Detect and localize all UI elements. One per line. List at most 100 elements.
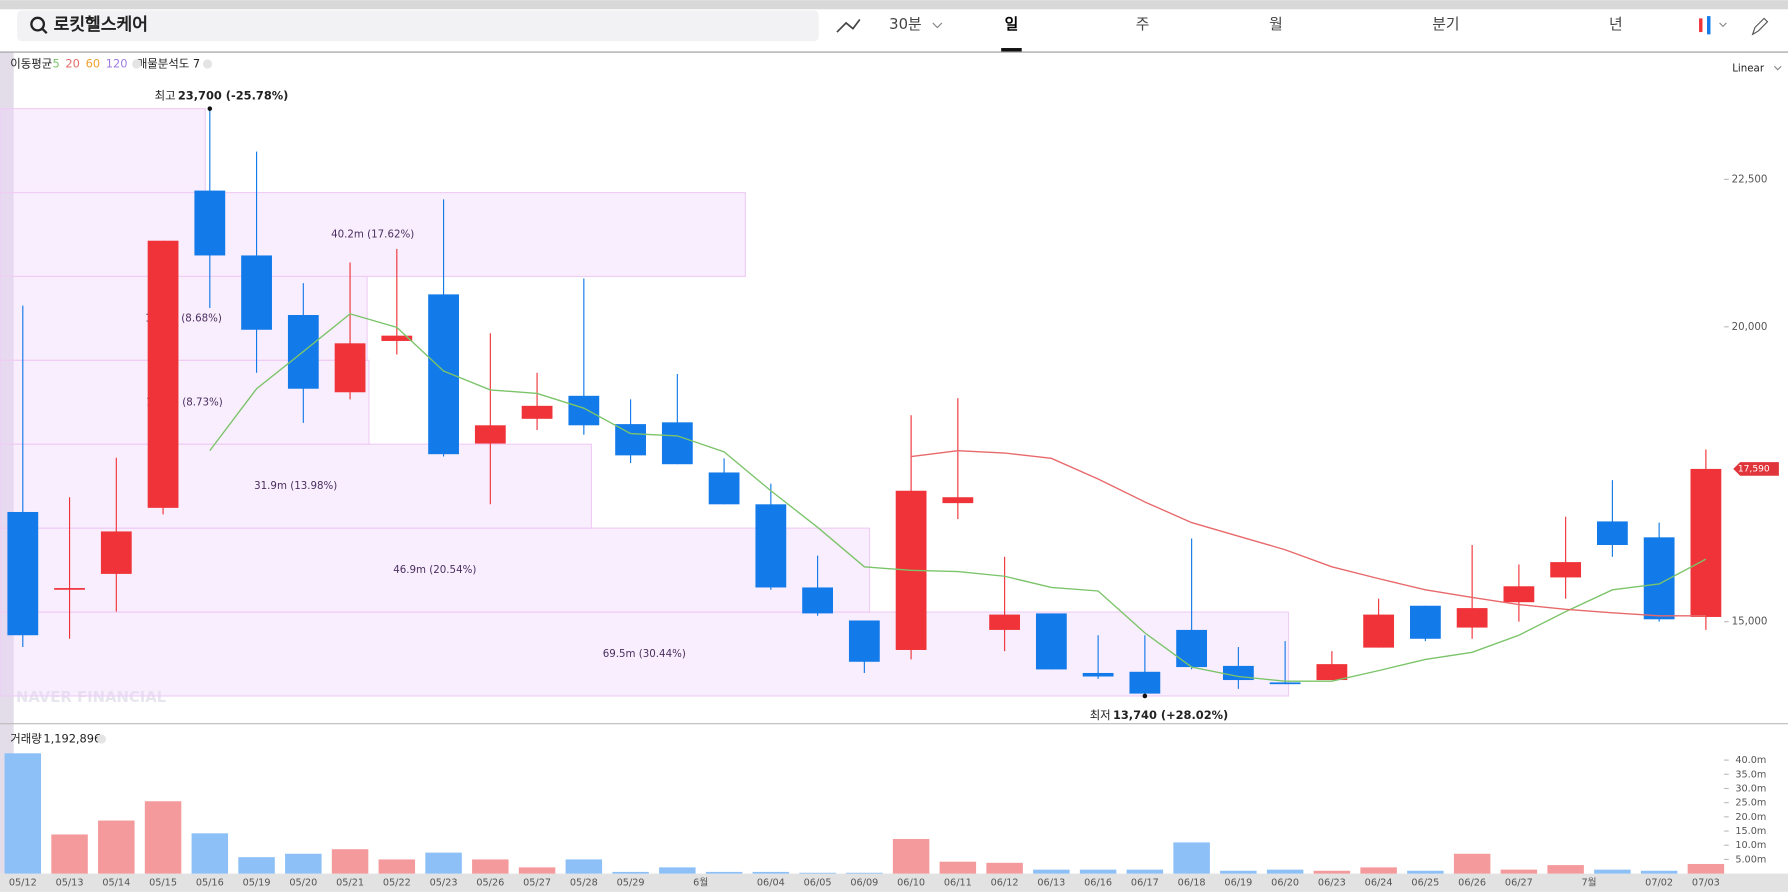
volume-bar — [846, 872, 883, 874]
candle-body — [521, 405, 553, 419]
x-tick-label: 06/11 — [944, 878, 972, 889]
chart-type-icon[interactable] — [1707, 16, 1711, 35]
y-tick-label: 15,000 — [1732, 616, 1768, 628]
tab[interactable]: 년 — [1609, 16, 1623, 33]
x-tick-label: 05/28 — [570, 878, 598, 889]
volume-bar — [752, 871, 790, 874]
volume-label: 거래량 — [10, 732, 42, 746]
candle-body — [755, 504, 787, 588]
close-icon[interactable] — [132, 59, 142, 69]
legend-entry: 120 — [106, 56, 128, 70]
tab[interactable]: 주 — [1136, 16, 1150, 33]
ma-line — [209, 313, 1707, 682]
search-text[interactable]: 로킷헬스케어 — [54, 14, 148, 35]
x-tick-label: 05/14 — [102, 878, 130, 889]
x-tick-label: 06/10 — [897, 878, 925, 889]
profile-label: 매물분석도 7 — [137, 56, 200, 70]
candle-body — [568, 395, 600, 426]
vol-y-tick-label: 5.00m — [1735, 854, 1766, 865]
x-tick-label: 05/13 — [56, 878, 84, 889]
x-tick-label: 06/27 — [1505, 878, 1533, 889]
candle-body — [802, 587, 833, 614]
volume-bar — [1126, 869, 1164, 874]
volume-bar — [799, 872, 836, 874]
close-icon[interactable] — [202, 59, 213, 69]
volume-bar — [331, 849, 369, 874]
candle-body — [1503, 586, 1535, 603]
x-tick-label: 06/04 — [757, 878, 785, 889]
tab[interactable]: 30분 — [889, 16, 921, 33]
vol-y-tick-label: 10.0m — [1735, 840, 1766, 851]
last-price-tag — [1733, 462, 1779, 476]
volume-bar — [51, 834, 88, 874]
candle-body — [1129, 671, 1161, 694]
candle-body — [1316, 664, 1348, 681]
x-tick-label: 06/25 — [1411, 878, 1439, 889]
volume-bar — [425, 852, 462, 874]
low-marker — [1142, 693, 1148, 699]
volume-bar — [518, 867, 556, 874]
chart-type-icon[interactable] — [1699, 18, 1703, 33]
legend-entry: 20 — [65, 56, 80, 70]
candle-body — [241, 255, 272, 330]
vol-y-tick-label: 30.0m — [1735, 783, 1766, 794]
tab[interactable]: 월 — [1269, 16, 1283, 33]
candle-body — [381, 335, 413, 341]
low-note: 13,740 (+28.02%) — [1113, 708, 1228, 722]
x-tick-label: 05/22 — [383, 878, 411, 889]
candle-body — [1550, 562, 1582, 578]
search-box[interactable] — [17, 10, 819, 42]
y-tick-label: 22,500 — [1732, 173, 1768, 185]
x-tick-label: 05/23 — [430, 878, 458, 889]
profile-label: 40.2m (17.62%) — [331, 228, 414, 240]
volume-bar — [191, 833, 229, 874]
draw-icon[interactable] — [1751, 17, 1769, 36]
volume-bar — [1313, 870, 1351, 874]
volume-bar — [659, 867, 696, 874]
scale-toggle[interactable]: Linear — [1732, 63, 1765, 75]
candle-body — [474, 425, 506, 444]
ma-line — [911, 449, 1706, 617]
candle-body — [615, 424, 646, 456]
candle-body — [54, 588, 85, 590]
legend-entry: 5 — [52, 56, 59, 70]
watermark: NAVER FINANCIAL — [16, 689, 167, 706]
x-tick-label: 06/26 — [1458, 878, 1486, 889]
indicator-icon[interactable] — [836, 19, 861, 33]
candle-body — [1222, 665, 1254, 681]
x-tick-label: 05/27 — [523, 878, 551, 889]
profile-label: 46.9m (20.54%) — [393, 564, 476, 576]
candle-body — [100, 531, 132, 574]
candle-body — [1035, 613, 1067, 670]
ma-label: 이동평균 — [10, 56, 52, 70]
volume-profile-band — [0, 443, 593, 529]
volume-bar — [705, 871, 743, 874]
volume-bar — [378, 859, 416, 874]
y-tick-label: 20,000 — [1732, 321, 1768, 333]
tab[interactable]: 일 — [1005, 16, 1019, 33]
volume-bar — [1500, 869, 1538, 874]
candle-body — [1690, 468, 1722, 617]
profile-label: 69.5m (30.44%) — [603, 648, 686, 660]
x-tick-label: 06/17 — [1131, 878, 1159, 889]
vol-y-tick-label: 25.0m — [1735, 798, 1766, 809]
x-tick-label: 05/21 — [336, 878, 364, 889]
x-tick-label: 06/23 — [1318, 878, 1346, 889]
candle-body — [1269, 682, 1301, 685]
volume-bar — [986, 862, 1023, 874]
volume-bar — [1360, 867, 1397, 874]
chevron — [1773, 65, 1782, 71]
tab[interactable]: 분기 — [1432, 16, 1459, 33]
volume-bar — [1640, 870, 1678, 874]
volume-bar — [4, 753, 42, 874]
candle-body — [848, 620, 880, 662]
legend-entry: 60 — [86, 56, 101, 70]
close-icon[interactable] — [96, 734, 107, 744]
candle-body — [194, 190, 226, 256]
x-tick-label: 06/13 — [1037, 878, 1065, 889]
volume-bar — [612, 871, 649, 874]
x-tick-label: 05/15 — [149, 878, 177, 889]
tab-underline — [1001, 48, 1022, 52]
